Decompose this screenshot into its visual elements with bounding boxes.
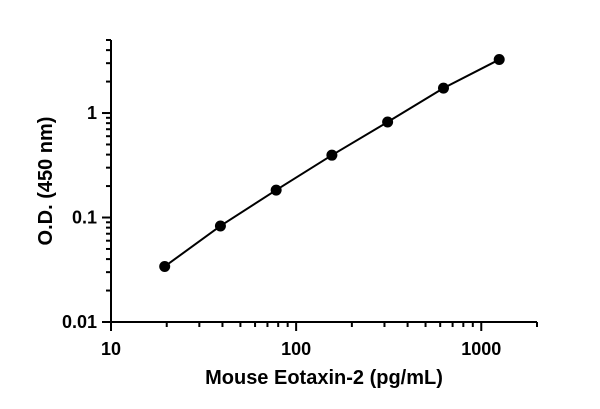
data-points: [159, 54, 505, 272]
data-point: [270, 184, 282, 196]
data-point: [493, 54, 505, 66]
y-axis-title: O.D. (450 nm): [35, 117, 57, 246]
x-tick-label: 1000: [461, 339, 501, 359]
y-tick-label: 0.01: [62, 312, 97, 332]
fit-curve-group: [164, 58, 500, 268]
x-axis-title: Mouse Eotaxin-2 (pg/mL): [205, 367, 443, 389]
y-tick-label: 0.1: [72, 208, 97, 228]
y-tick-label: 1: [87, 103, 97, 123]
x-tick-label: 10: [101, 339, 121, 359]
x-tick-label: 100: [281, 339, 311, 359]
data-point: [214, 220, 226, 232]
data-point: [437, 82, 449, 94]
fit-curve: [164, 58, 500, 268]
data-point: [382, 116, 394, 128]
data-point: [326, 149, 338, 161]
data-point: [159, 260, 171, 272]
ticks: 0.01 0.1 1 10 100 1000: [62, 39, 538, 359]
axes: [110, 40, 537, 323]
